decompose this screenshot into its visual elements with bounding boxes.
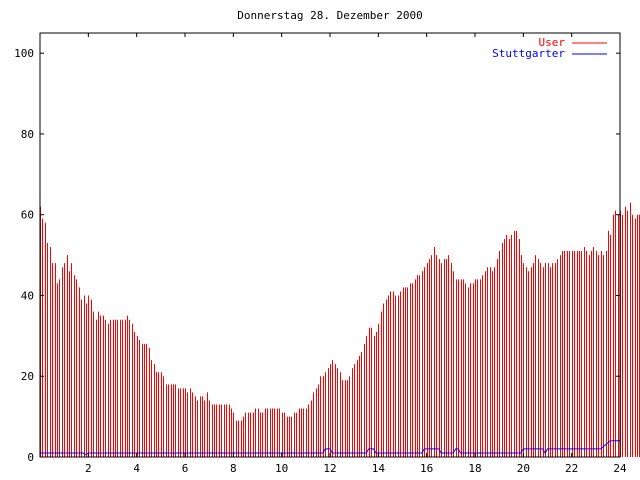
- x-tick-label: 12: [323, 462, 336, 475]
- user-series: [40, 202, 640, 457]
- y-axis: 0 20 40 60 80 100: [14, 47, 620, 464]
- x-tick-label: 8: [230, 462, 237, 475]
- y-tick-label: 60: [21, 209, 34, 222]
- y-tick-label: 80: [21, 128, 34, 141]
- x-tick-label: 22: [565, 462, 578, 475]
- y-tick-label: 40: [21, 289, 34, 302]
- x-tick-label: 18: [468, 462, 481, 475]
- x-tick-label: 20: [517, 462, 530, 475]
- x-tick-label: 6: [182, 462, 189, 475]
- legend: User Stuttgarter: [492, 36, 607, 60]
- chart-title: Donnerstag 28. Dezember 2000: [237, 9, 422, 22]
- x-tick-label: 16: [420, 462, 433, 475]
- x-tick-label: 10: [275, 462, 288, 475]
- legend-label-stuttgarter: Stuttgarter: [492, 47, 565, 60]
- stuttgarter-series: [40, 440, 620, 456]
- y-tick-label: 100: [14, 47, 34, 60]
- x-tick-label: 2: [85, 462, 92, 475]
- stuttgarter-line: [40, 440, 620, 456]
- x-tick-label: 14: [372, 462, 386, 475]
- legend-label-user: User: [539, 36, 566, 49]
- y-tick-label: 0: [27, 451, 34, 464]
- y-tick-label: 20: [21, 370, 34, 383]
- x-tick-label: 4: [133, 462, 140, 475]
- x-axis: 2 4 6 8 10 12 14 16 18 20 22 24: [85, 33, 627, 475]
- x-tick-label: 24: [613, 462, 627, 475]
